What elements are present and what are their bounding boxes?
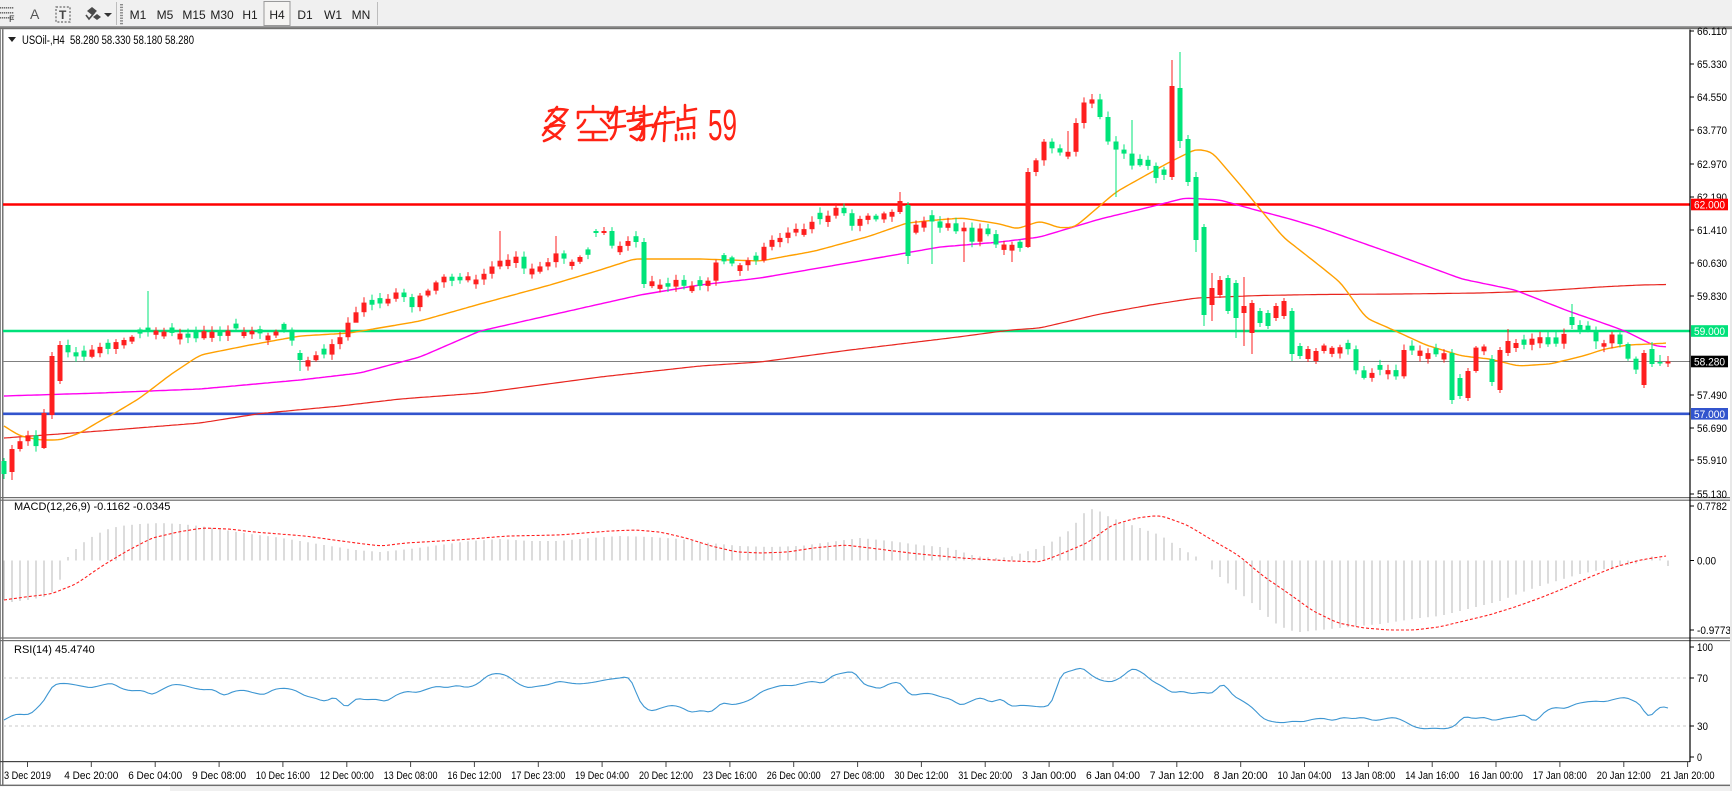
- svg-text:10 Jan 04:00: 10 Jan 04:00: [1278, 770, 1332, 782]
- svg-text:59: 59: [708, 101, 737, 150]
- svg-text:M30: M30: [210, 8, 234, 22]
- svg-text:3 Dec 2019: 3 Dec 2019: [4, 770, 51, 782]
- svg-text:H4: H4: [269, 8, 285, 22]
- svg-text:65.330: 65.330: [1697, 59, 1727, 71]
- svg-text:27 Dec 08:00: 27 Dec 08:00: [831, 770, 885, 782]
- svg-text:T: T: [59, 8, 67, 22]
- svg-text:14 Jan 16:00: 14 Jan 16:00: [1405, 770, 1459, 782]
- svg-text:26 Dec 00:00: 26 Dec 00:00: [767, 770, 821, 782]
- svg-text:9 Dec 08:00: 9 Dec 08:00: [192, 770, 246, 782]
- svg-text:57.490: 57.490: [1697, 390, 1727, 402]
- svg-text:RSI(14) 45.4740: RSI(14) 45.4740: [14, 644, 95, 656]
- svg-text:59.000: 59.000: [1694, 326, 1725, 338]
- svg-text:0.7782: 0.7782: [1697, 501, 1727, 513]
- svg-text:0.00: 0.00: [1697, 556, 1716, 568]
- svg-text:F: F: [9, 14, 15, 24]
- svg-text:57.000: 57.000: [1694, 409, 1725, 421]
- svg-text:20 Jan 12:00: 20 Jan 12:00: [1597, 770, 1651, 782]
- svg-text:MACD(12,26,9) -0.1162 -0.0345: MACD(12,26,9) -0.1162 -0.0345: [14, 501, 170, 513]
- svg-text:13 Jan 08:00: 13 Jan 08:00: [1341, 770, 1395, 782]
- svg-text:21 Jan 20:00: 21 Jan 20:00: [1661, 770, 1715, 782]
- svg-text:61.410: 61.410: [1697, 225, 1727, 237]
- svg-text:0: 0: [1697, 752, 1702, 764]
- svg-text:16 Dec 12:00: 16 Dec 12:00: [447, 770, 501, 782]
- svg-text:58.280: 58.280: [1694, 357, 1725, 369]
- svg-text:59.830: 59.830: [1697, 291, 1727, 303]
- svg-text:20 Dec 12:00: 20 Dec 12:00: [639, 770, 693, 782]
- svg-text:30: 30: [1697, 721, 1708, 733]
- svg-text:USOil-,H4 58.280 58.330 58.18: USOil-,H4 58.280 58.330 58.180 58.280: [22, 35, 194, 47]
- svg-text:70: 70: [1697, 673, 1708, 685]
- svg-text:7 Jan 12:00: 7 Jan 12:00: [1150, 770, 1204, 782]
- svg-text:62.000: 62.000: [1694, 200, 1725, 212]
- svg-text:19 Dec 04:00: 19 Dec 04:00: [575, 770, 629, 782]
- svg-text:23 Dec 16:00: 23 Dec 16:00: [703, 770, 757, 782]
- svg-text:55.910: 55.910: [1697, 455, 1727, 467]
- svg-text:-0.9773: -0.9773: [1697, 625, 1731, 637]
- svg-text:60.630: 60.630: [1697, 258, 1727, 270]
- svg-text:16 Jan 00:00: 16 Jan 00:00: [1469, 770, 1523, 782]
- svg-text:64.550: 64.550: [1697, 92, 1727, 104]
- svg-text:H1: H1: [242, 8, 258, 22]
- svg-text:31 Dec 20:00: 31 Dec 20:00: [958, 770, 1012, 782]
- svg-text:13 Dec 08:00: 13 Dec 08:00: [384, 770, 438, 782]
- svg-text:W1: W1: [324, 8, 342, 22]
- svg-text:56.690: 56.690: [1697, 423, 1727, 435]
- svg-text:63.770: 63.770: [1697, 125, 1727, 137]
- svg-text:M5: M5: [157, 8, 174, 22]
- svg-text:M15: M15: [182, 8, 206, 22]
- svg-text:10 Dec 16:00: 10 Dec 16:00: [256, 770, 310, 782]
- svg-text:55.130: 55.130: [1697, 489, 1727, 501]
- svg-text:6 Jan 04:00: 6 Jan 04:00: [1086, 770, 1140, 782]
- svg-text:100: 100: [1697, 642, 1713, 654]
- svg-text:D1: D1: [297, 8, 313, 22]
- svg-text:30 Dec 12:00: 30 Dec 12:00: [894, 770, 948, 782]
- svg-text:3 Jan 00:00: 3 Jan 00:00: [1022, 770, 1076, 782]
- svg-text:66.110: 66.110: [1697, 26, 1727, 38]
- svg-text:6 Dec 04:00: 6 Dec 04:00: [128, 770, 182, 782]
- svg-text:M1: M1: [130, 8, 147, 22]
- svg-text:8 Jan 20:00: 8 Jan 20:00: [1214, 770, 1268, 782]
- svg-text:17 Jan 08:00: 17 Jan 08:00: [1533, 770, 1587, 782]
- svg-text:12 Dec 00:00: 12 Dec 00:00: [320, 770, 374, 782]
- svg-text:62.970: 62.970: [1697, 159, 1727, 171]
- svg-text:A: A: [30, 6, 40, 22]
- svg-text:17 Dec 23:00: 17 Dec 23:00: [511, 770, 565, 782]
- svg-text:4 Dec 20:00: 4 Dec 20:00: [64, 770, 118, 782]
- svg-text:MN: MN: [352, 8, 371, 22]
